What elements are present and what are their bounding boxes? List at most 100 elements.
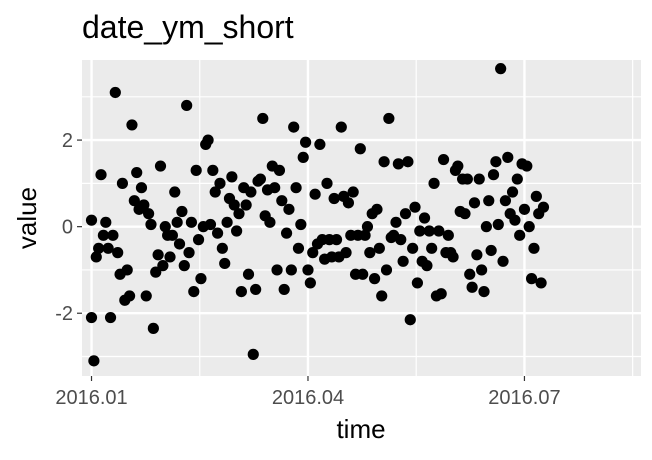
data-point <box>231 225 243 237</box>
data-point <box>226 171 238 183</box>
data-point <box>499 195 512 207</box>
data-point <box>257 112 269 125</box>
data-point <box>359 229 371 241</box>
data-point <box>302 264 314 276</box>
data-point <box>383 112 395 125</box>
data-point <box>399 208 412 220</box>
data-point <box>95 169 107 181</box>
data-point <box>468 197 481 209</box>
data-point <box>88 355 100 367</box>
data-point <box>150 266 162 278</box>
data-point <box>447 251 459 263</box>
data-point <box>147 322 159 334</box>
data-point <box>185 216 198 228</box>
data-point <box>525 273 538 285</box>
data-point <box>169 186 181 198</box>
y-axis-ticks: -2 0 2 <box>55 130 82 325</box>
data-point <box>357 268 369 280</box>
x-axis-title: time <box>336 414 385 444</box>
data-point <box>97 229 110 241</box>
data-point <box>202 134 214 146</box>
data-point <box>126 119 138 131</box>
data-point <box>421 260 433 272</box>
x-tick-label: 2016.01 <box>55 387 127 409</box>
data-point <box>140 290 152 302</box>
data-point <box>121 264 133 276</box>
data-point <box>271 264 283 276</box>
data-point <box>157 260 169 272</box>
data-point <box>480 221 492 233</box>
plot-panel <box>82 60 641 376</box>
data-point <box>143 208 155 220</box>
x-tick-label: 2016.04 <box>272 387 344 409</box>
data-point <box>328 192 340 205</box>
data-point <box>380 264 393 276</box>
data-point <box>321 177 333 189</box>
data-point <box>288 121 300 133</box>
data-point <box>361 221 374 233</box>
data-point <box>166 229 178 241</box>
data-point <box>423 225 435 237</box>
data-point <box>93 242 105 254</box>
data-point <box>181 99 193 112</box>
data-point <box>292 242 305 254</box>
data-point <box>514 229 526 241</box>
data-point <box>145 218 157 231</box>
data-point <box>285 264 297 276</box>
data-point <box>395 234 407 246</box>
data-point <box>300 136 312 148</box>
data-point <box>131 166 143 179</box>
data-point <box>528 242 540 254</box>
data-point <box>100 216 112 228</box>
data-point <box>307 247 319 259</box>
data-point <box>368 273 381 285</box>
data-point <box>461 173 473 185</box>
data-point <box>407 242 419 254</box>
data-point <box>135 182 148 194</box>
data-point <box>411 277 423 289</box>
data-point <box>304 277 316 289</box>
data-point <box>511 173 523 185</box>
data-point <box>107 229 119 241</box>
data-point <box>347 186 359 198</box>
data-point <box>192 234 205 246</box>
data-point <box>509 214 521 226</box>
data-point <box>418 212 431 224</box>
data-point <box>85 311 98 324</box>
data-point <box>247 348 259 360</box>
data-point <box>102 242 114 254</box>
data-point <box>228 199 240 211</box>
data-point <box>264 216 276 228</box>
data-point <box>518 203 531 215</box>
data-point <box>283 203 295 215</box>
data-point <box>376 290 388 302</box>
data-point <box>207 164 219 176</box>
data-point <box>85 214 98 226</box>
data-point <box>523 221 535 233</box>
data-point <box>154 160 167 172</box>
data-point <box>373 242 385 254</box>
data-point <box>138 199 150 211</box>
data-point <box>109 86 121 99</box>
data-point <box>209 186 221 198</box>
data-point <box>426 242 438 254</box>
data-point <box>219 257 231 270</box>
data-point <box>473 173 485 185</box>
data-point <box>233 208 245 220</box>
data-point <box>487 169 500 181</box>
data-point <box>152 249 164 261</box>
data-point <box>90 251 102 263</box>
data-point <box>128 195 140 207</box>
data-point <box>404 314 416 326</box>
chart-title: date_ym_short <box>82 9 294 45</box>
data-point <box>437 153 450 166</box>
data-point <box>483 195 495 207</box>
data-point <box>397 255 409 267</box>
data-point <box>537 201 550 213</box>
data-point <box>297 151 309 163</box>
data-point <box>173 238 186 250</box>
data-point <box>476 264 488 276</box>
data-point <box>490 156 502 168</box>
data-point <box>535 277 547 289</box>
